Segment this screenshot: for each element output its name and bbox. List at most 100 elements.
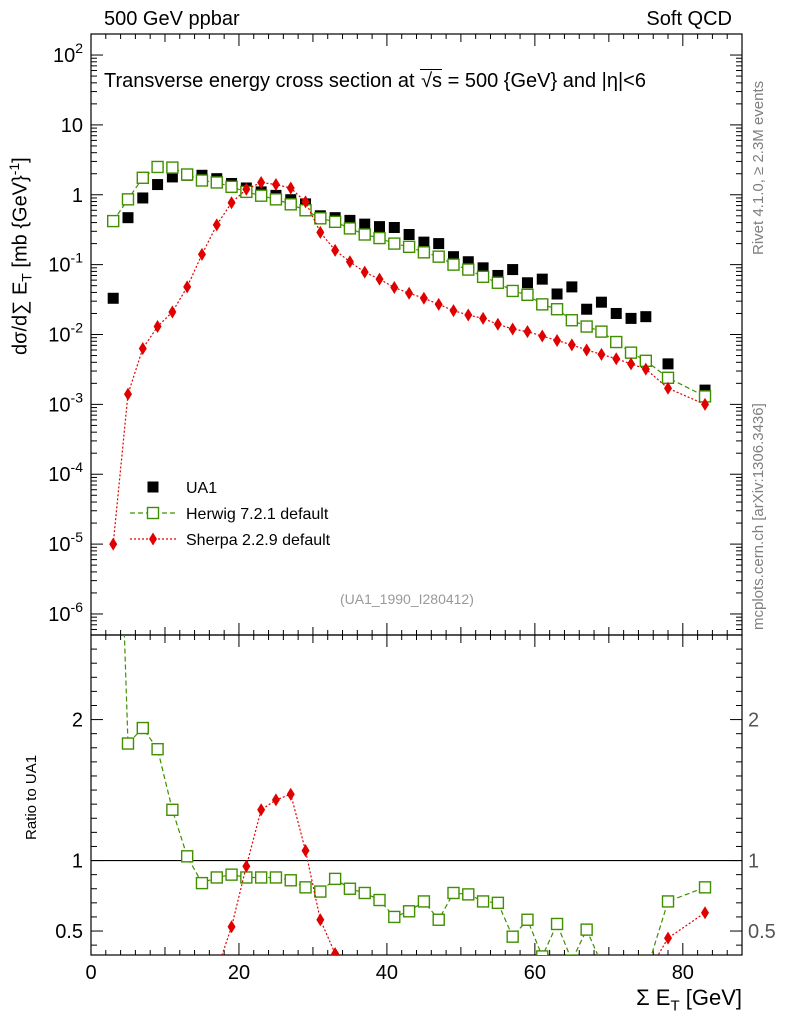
herwig-ratio-point — [151, 742, 164, 756]
main-y-tick-exponent: 2 — [75, 40, 83, 56]
ratio-y-tick-label-right: 1 — [748, 851, 759, 873]
herwig-data-point — [314, 212, 327, 225]
x-tick-label: 0 — [85, 962, 96, 984]
herwig-data-point — [476, 270, 490, 283]
ua1-data-point — [344, 214, 356, 226]
sherpa-data-point — [390, 281, 399, 295]
sherpa-ratio-point — [198, 985, 206, 998]
sherpa-data-point — [567, 338, 576, 352]
sherpa-ratio-point — [242, 859, 251, 873]
herwig-ratio-point — [491, 896, 505, 910]
ua1-data-point — [699, 384, 711, 396]
ua1-data-point — [507, 264, 519, 276]
main-y-tick-exponent: -4 — [71, 459, 84, 475]
herwig-ratio-point — [121, 737, 135, 750]
ylabel-c: ] — [9, 157, 32, 163]
sherpa-data-point — [434, 297, 443, 311]
herwig-ratio-point — [328, 872, 342, 886]
xlabel-a: Σ E — [636, 985, 671, 1010]
sherpa-ratio-point — [139, 994, 147, 1007]
sherpa-ratio-point — [316, 913, 325, 927]
sherpa-ratio-point — [271, 793, 280, 807]
sherpa-data-point — [271, 178, 280, 192]
herwig-ratio-point — [373, 893, 386, 907]
main-y-tick-label: 10-6 — [48, 599, 83, 626]
herwig-ratio-point — [402, 905, 416, 918]
main-y-tick-label: 1 — [72, 185, 83, 207]
sherpa-data-point — [419, 291, 428, 305]
herwig-data-point — [624, 346, 638, 359]
sherpa-data-point — [641, 362, 650, 376]
herwig-data-point — [180, 168, 194, 181]
ua1-data-point — [492, 269, 504, 281]
sherpa-ratio-point — [405, 975, 413, 988]
sherpa-data-point — [479, 311, 488, 325]
herwig-ratio-point — [432, 913, 445, 926]
sherpa-ratio-point — [494, 967, 502, 980]
legend-marker — [146, 506, 160, 520]
ua1-data-point — [640, 311, 652, 323]
sherpa-data-point — [168, 305, 177, 319]
herwig-data-point — [432, 250, 445, 263]
sherpa-data-point — [301, 195, 310, 209]
sherpa-ratio-point — [213, 964, 221, 977]
legend-marker — [149, 532, 157, 546]
sherpa-ratio-point — [464, 971, 472, 984]
sherpa-data-point — [109, 537, 118, 551]
sherpa-data-point — [316, 225, 325, 239]
sherpa-data-point — [331, 243, 340, 257]
herwig-ratio-point — [462, 888, 475, 901]
analysis-id-label: (UA1_1990_I280412) — [340, 591, 474, 607]
herwig-data-point — [151, 160, 164, 174]
sherpa-data-point — [538, 329, 547, 343]
x-tick-label: 80 — [672, 962, 694, 984]
herwig-data-point — [106, 214, 120, 228]
sherpa-data-point — [375, 272, 384, 286]
sherpa-ratio-point — [642, 970, 650, 983]
sherpa-ratio-point — [183, 991, 191, 1004]
ua1-data-point — [625, 312, 637, 324]
sherpa-data-point — [449, 304, 458, 318]
herwig-data-point — [610, 335, 623, 349]
mcplots-reference-label: mcplots.cern.ch [arXiv:1306.3436] — [750, 403, 767, 630]
herwig-ratio-point — [166, 803, 179, 817]
sherpa-data-point — [345, 255, 354, 269]
herwig-data-point — [121, 193, 135, 206]
herwig-ratio-point — [521, 913, 534, 926]
ua1-data-point — [581, 303, 593, 315]
ratio-y-tick-label-right: 0.5 — [748, 921, 776, 943]
sherpa-ratio-point — [227, 920, 236, 934]
main-y-tick-base: 1 — [72, 185, 83, 207]
y-axis-label-main: dσ/d∑ ET [mb {GeV}-1] — [6, 157, 35, 355]
herwig-ratio-point — [136, 721, 149, 735]
x-tick-label: 20 — [228, 962, 250, 984]
ua1-data-point — [152, 179, 164, 191]
sherpa-data-point — [138, 342, 147, 356]
sherpa-ratio-point — [568, 974, 576, 987]
herwig-data-point — [358, 228, 371, 241]
main-y-tick-base: 10 — [53, 45, 75, 67]
herwig-data-point — [136, 171, 149, 184]
x-tick-label: 40 — [376, 962, 398, 984]
ua1-data-point — [388, 222, 400, 234]
sherpa-ratio-point — [583, 958, 591, 971]
herwig-data-point — [284, 198, 297, 211]
sherpa-ratio-point — [154, 994, 162, 1007]
ua1-data-point — [462, 256, 474, 268]
ua1-data-point — [359, 218, 371, 230]
ua1-data-point — [521, 277, 533, 289]
sherpa-ratio-line — [221, 793, 706, 955]
herwig-ratio-point — [611, 961, 622, 972]
main-y-tick-label: 10-3 — [48, 389, 83, 416]
header-process-label: 500 GeV ppbar — [104, 8, 240, 30]
sherpa-ratio-point — [331, 947, 340, 955]
sherpa-data-point — [464, 308, 473, 322]
sherpa-ratio-point — [286, 787, 295, 801]
sherpa-ratio-point — [627, 964, 635, 977]
ua1-data-point — [107, 292, 119, 304]
main-y-tick-label: 10-2 — [48, 320, 83, 347]
herwig-data-point — [328, 215, 342, 229]
title-sqrt-arg: s — [432, 69, 443, 92]
herwig-data-point — [269, 193, 283, 206]
